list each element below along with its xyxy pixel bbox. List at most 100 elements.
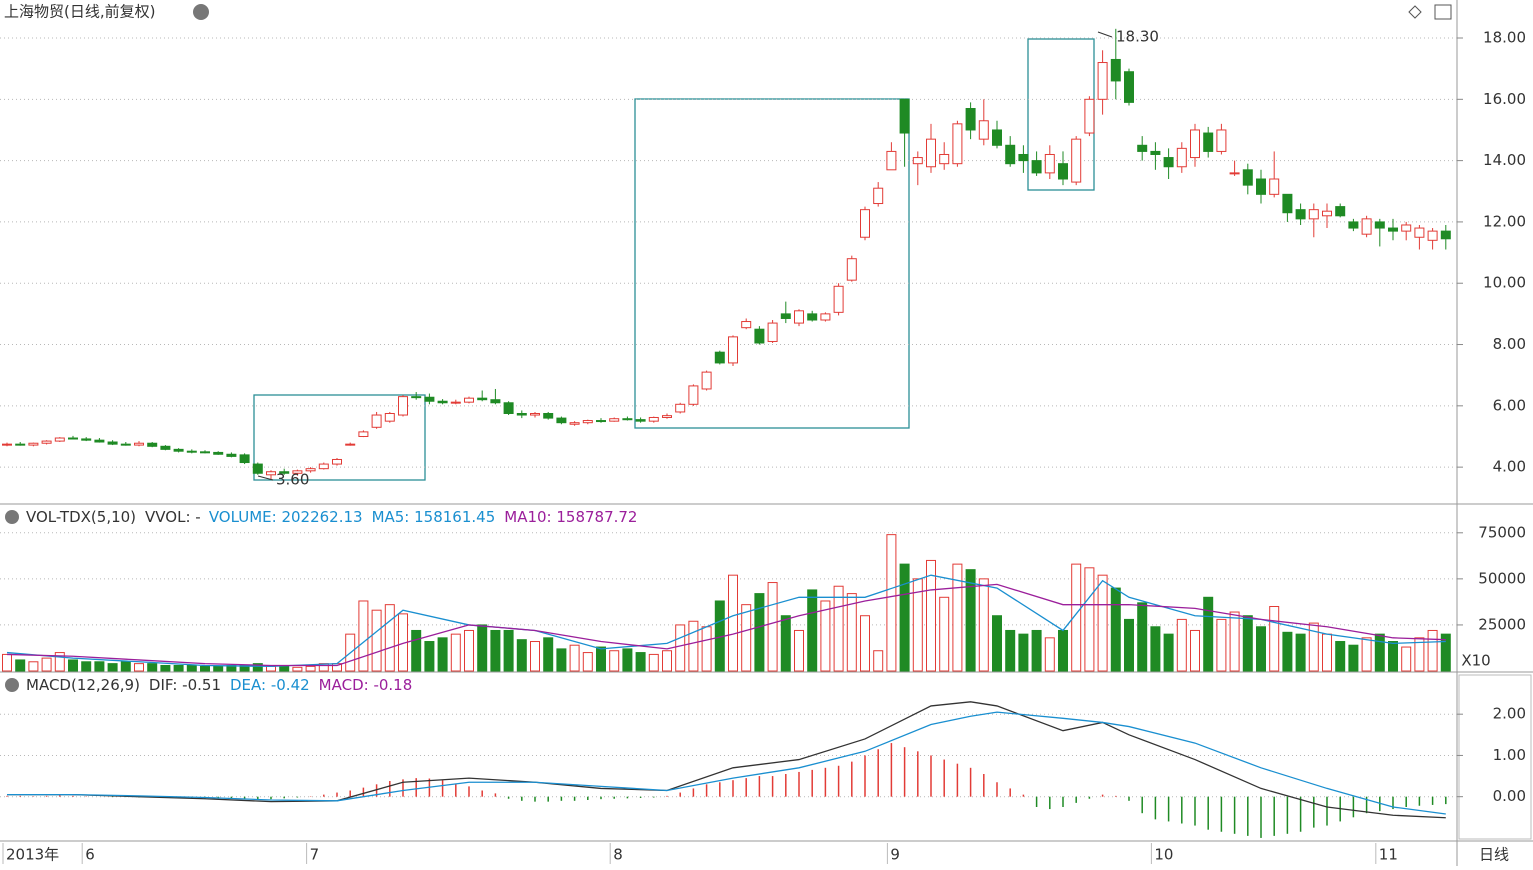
candle-body: [1414, 227, 1425, 238]
candle-body: [556, 417, 567, 424]
candle-body: [450, 401, 461, 404]
candle-body: [1269, 178, 1280, 195]
candle-body: [952, 123, 963, 165]
volume-bar: [688, 620, 699, 672]
volume-bar: [424, 641, 435, 672]
candle-body: [543, 412, 554, 419]
macd-menu[interactable]: [5, 678, 19, 692]
volume-bar: [477, 624, 488, 672]
header-item: MA10: 158787.72: [504, 508, 637, 526]
candle-body: [120, 443, 131, 446]
volume-bar: [266, 665, 276, 672]
candle-body: [794, 310, 804, 324]
volume-bar: [1216, 618, 1227, 672]
candle-body: [596, 420, 606, 423]
axis-frame: [1458, 674, 1532, 840]
volume-bar: [464, 629, 474, 672]
candle-body: [1005, 144, 1016, 165]
candle-body: [68, 437, 78, 440]
candle-body: [252, 463, 263, 474]
candle-body: [1282, 193, 1293, 214]
header-item: MA5: 158161.45: [372, 508, 496, 526]
candle-body: [1163, 157, 1174, 168]
x-tick-label: 7: [310, 846, 320, 864]
volume-bar: [675, 624, 686, 672]
volume-bar: [1414, 637, 1425, 672]
candle-body: [2, 443, 12, 446]
volume-bar: [609, 650, 620, 672]
candle-body: [332, 458, 342, 465]
volume-bar: [490, 629, 501, 672]
candle-body: [1216, 129, 1227, 152]
title-menu[interactable]: [193, 4, 209, 20]
candle-body: [912, 157, 923, 165]
candle-body: [411, 396, 422, 399]
candle-body: [530, 412, 540, 416]
candle-body: [1295, 209, 1306, 220]
vol-menu[interactable]: [5, 510, 19, 524]
x-tick-label: 6: [85, 846, 95, 864]
candle-body: [437, 400, 448, 404]
volume-bar: [1388, 641, 1398, 672]
candle-body: [213, 451, 224, 455]
draw-tool-icon[interactable]: [1408, 5, 1422, 19]
volume-bar: [358, 600, 369, 672]
volume-bar: [543, 637, 554, 672]
header-item: MACD(12,26,9): [26, 676, 140, 694]
volume-bar: [1348, 644, 1359, 672]
candle-body: [384, 412, 395, 422]
volume-bar: [820, 600, 831, 672]
y-tick-label: 0.00: [1493, 787, 1526, 805]
volume-bar: [411, 629, 422, 672]
volume-bar: [1005, 629, 1016, 672]
volume-bar: [1322, 633, 1332, 672]
candle-body: [688, 385, 699, 405]
volume-bar: [926, 559, 936, 672]
header-item: DEA: -0.42: [230, 676, 310, 694]
candle-body: [741, 321, 752, 329]
candle-body: [147, 442, 158, 447]
volume-bar: [41, 657, 52, 672]
candle-body: [582, 420, 593, 424]
y-tick-label: 6.00: [1493, 396, 1526, 414]
layout-icon[interactable]: [1434, 4, 1452, 20]
y-tick-label: 18.00: [1483, 29, 1526, 47]
candle-body: [1440, 230, 1451, 240]
candle-body: [833, 285, 844, 313]
x-tick-label: 9: [890, 846, 900, 864]
candle-body: [424, 396, 435, 402]
candle-body: [860, 209, 870, 238]
candle-body: [714, 351, 725, 364]
candle-body: [754, 328, 765, 344]
volume-bar: [1361, 637, 1372, 672]
volume-bar: [1071, 563, 1082, 672]
candle-body: [728, 336, 738, 364]
volume-bar: [384, 604, 395, 672]
header-item: VOL-TDX(5,10): [26, 508, 136, 526]
x-tick-label: 10: [1154, 846, 1173, 864]
candle-body: [1242, 169, 1253, 186]
y-tick-label: 50000: [1478, 569, 1526, 587]
volume-bar: [94, 661, 105, 672]
candle-body: [266, 471, 276, 476]
candle-body: [701, 371, 712, 390]
candle-body: [1256, 178, 1266, 195]
candle-body: [648, 416, 659, 422]
volume-bar: [503, 629, 514, 672]
volume-bar: [992, 615, 1002, 672]
candle-body: [94, 439, 105, 443]
candle-body: [1361, 218, 1372, 235]
indicator-line: [6, 574, 1446, 668]
candle-body: [1110, 58, 1121, 82]
volume-bar: [1097, 574, 1108, 672]
volume-bar: [1242, 615, 1253, 672]
volume-bar: [1018, 633, 1029, 672]
candle-body: [1229, 172, 1240, 175]
candle-body: [516, 412, 527, 416]
volume-bar: [1282, 631, 1293, 672]
volume-bar: [437, 637, 448, 672]
candle-body: [15, 443, 26, 446]
candle-body: [609, 418, 620, 422]
high-label: 18.30: [1116, 28, 1159, 46]
volume-bar: [1110, 587, 1121, 672]
